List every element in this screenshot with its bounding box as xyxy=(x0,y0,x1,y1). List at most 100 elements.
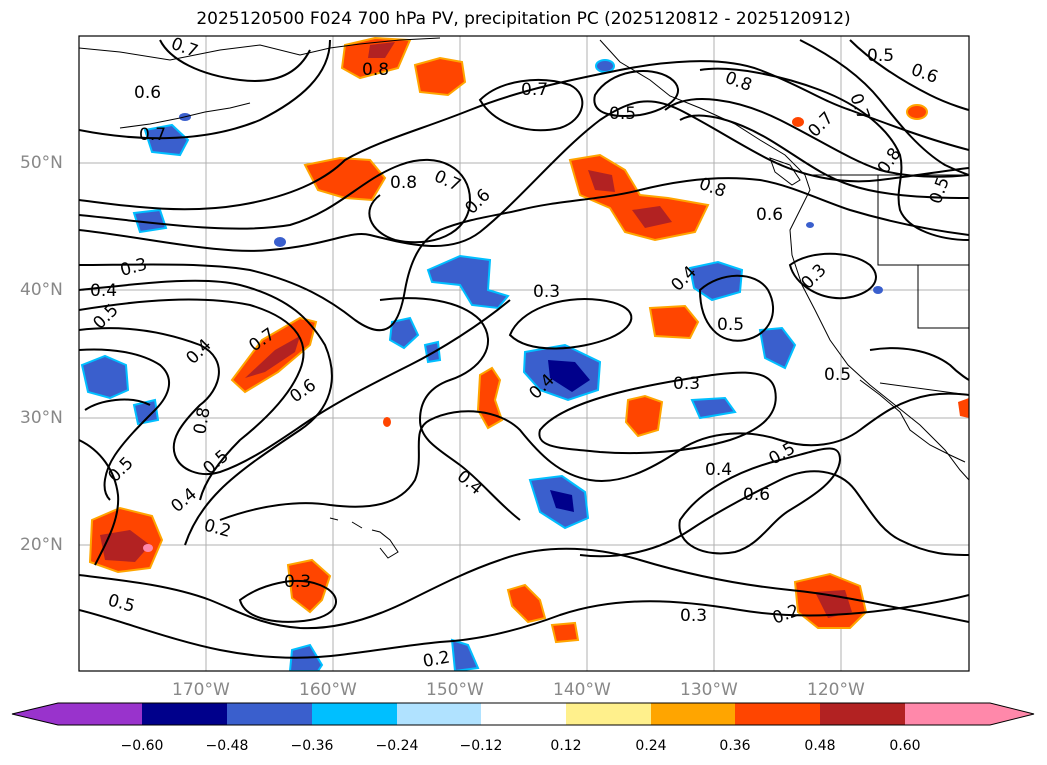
precip-blob-core xyxy=(588,170,615,192)
colorbar-tick-label: −0.60 xyxy=(120,738,164,754)
contour-label: 0.7 xyxy=(139,125,166,145)
contour-line xyxy=(79,100,969,252)
contour-line xyxy=(79,594,969,659)
colorbar-tick-label: −0.12 xyxy=(459,738,503,754)
precip-blob xyxy=(383,417,391,427)
colorbar-segment xyxy=(566,703,651,725)
precip-blob xyxy=(143,123,190,157)
contour-line xyxy=(869,347,969,381)
precip-blob xyxy=(506,583,547,624)
precip-blob-core xyxy=(632,206,672,228)
contour-label: 0.5 xyxy=(867,46,894,66)
precip-blob xyxy=(132,208,168,234)
aleutian-islands xyxy=(119,102,251,129)
precip-blob xyxy=(426,254,510,310)
contour-line xyxy=(79,177,969,332)
colorbar-segment xyxy=(312,703,397,725)
contour-line xyxy=(678,447,842,555)
contour-line xyxy=(79,60,969,211)
precip-blob xyxy=(873,286,883,294)
contour-label: 0.7 xyxy=(168,34,200,62)
lon-label-170w: 170°W xyxy=(172,680,230,700)
alaska-panhandle-coast xyxy=(599,39,969,481)
colorbar-tick-label: 0.24 xyxy=(635,738,667,754)
lat-label-40n: 40°N xyxy=(20,280,63,300)
colorbar-tick-label: 0.60 xyxy=(889,738,921,754)
colorbar-tick-label: −0.24 xyxy=(375,738,419,754)
contour-line xyxy=(79,279,333,546)
contour-label: 0.3 xyxy=(284,572,311,592)
contour-label: 0.8 xyxy=(362,60,389,80)
baja-coast xyxy=(859,379,966,463)
contour-label: 0.7 xyxy=(431,166,464,196)
pv-contours xyxy=(79,39,969,659)
contour-line xyxy=(679,114,969,199)
gridlines xyxy=(79,36,969,671)
contour-label: 0.5 xyxy=(609,104,636,124)
colorbar-tick-label: −0.36 xyxy=(290,738,334,754)
contour-line xyxy=(159,39,311,82)
contour-label: 0.3 xyxy=(680,606,707,626)
colorbar-outline xyxy=(11,702,1035,726)
precip-blob xyxy=(132,398,160,426)
contour-line xyxy=(79,299,511,475)
contour-label: 0.5 xyxy=(824,365,851,385)
contour-label: 0.3 xyxy=(797,260,830,293)
precip-blob-core xyxy=(548,360,590,392)
contour-line xyxy=(379,297,521,521)
contour-label: 0.6 xyxy=(286,375,320,407)
precip-blob xyxy=(274,237,286,247)
precip-blob-core xyxy=(100,530,150,562)
contour-label: 0.3 xyxy=(118,255,149,281)
precip-blob xyxy=(80,354,130,400)
precip-blob xyxy=(792,117,804,127)
colorbar-min-extend xyxy=(12,703,142,725)
precip-blob xyxy=(388,316,420,350)
colorbar-segment xyxy=(820,703,905,725)
contour-label: 0.3 xyxy=(533,282,560,302)
contour-line xyxy=(238,579,337,623)
lon-label-130w: 130°W xyxy=(680,680,738,700)
colorbar-segment xyxy=(227,703,312,725)
colorbar-segment xyxy=(481,703,566,725)
precip-blob xyxy=(906,104,928,120)
contour-label: 0.4 xyxy=(453,467,487,500)
contour-line xyxy=(508,298,633,350)
contour-label: 0.5 xyxy=(926,174,954,206)
contour-label: 0.6 xyxy=(756,205,783,225)
colorbar-tick-label: 0.48 xyxy=(804,738,836,754)
colorbar-tick-label: 0.36 xyxy=(719,738,751,754)
contour-line xyxy=(664,98,969,178)
contour-line xyxy=(79,298,305,501)
contour-label: 0.8 xyxy=(390,173,417,193)
precip-blob xyxy=(595,59,615,73)
contour-line xyxy=(79,547,969,630)
precip-blob xyxy=(688,260,744,302)
precip-blob xyxy=(958,398,969,418)
precip-blob xyxy=(568,153,710,242)
contour-line xyxy=(593,70,680,117)
colorbar-max-extend xyxy=(905,703,1034,725)
lat-label-30n: 30°N xyxy=(20,408,63,428)
contour-label: 0.6 xyxy=(134,83,161,103)
precip-blob-max xyxy=(143,544,153,552)
lon-label-140w: 140°W xyxy=(553,680,611,700)
contour-label: 0.5 xyxy=(106,591,137,617)
colorbar-tick-label: 0.12 xyxy=(550,738,582,754)
lon-label-160w: 160°W xyxy=(299,680,357,700)
lon-label-150w: 150°W xyxy=(426,680,484,700)
precip-blob xyxy=(690,396,737,420)
precip-blob xyxy=(758,326,797,370)
precip-blob-core xyxy=(245,336,300,378)
precip-blob xyxy=(303,156,387,202)
contour-line xyxy=(478,79,584,132)
colorbar-segment xyxy=(142,703,227,725)
contour-line xyxy=(698,274,774,342)
lat-label-20n: 20°N xyxy=(20,535,63,555)
contour-label: 0.2 xyxy=(421,648,451,672)
contour-line xyxy=(79,39,331,140)
state-borders xyxy=(877,175,969,396)
precip-blob xyxy=(476,366,504,430)
precip-blob xyxy=(648,304,700,340)
